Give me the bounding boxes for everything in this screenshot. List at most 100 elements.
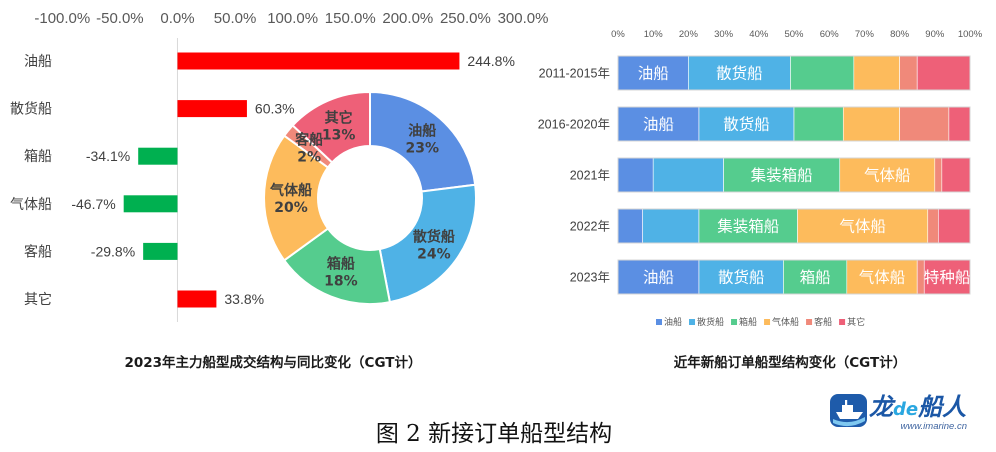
donut-slice	[378, 183, 477, 304]
x-tick-label: 30%	[714, 29, 734, 40]
ship-logo-icon	[830, 394, 867, 427]
legend-swatch	[656, 319, 662, 325]
segment-label: 特种船	[924, 269, 971, 287]
x-tick-label: 250.0%	[440, 10, 491, 27]
bar-segment	[941, 157, 971, 193]
legend-item: 其它	[839, 316, 865, 328]
logo-url: www.imarine.cn	[900, 421, 967, 432]
data-label: -34.1%	[86, 148, 130, 164]
segment-label: 集装箱船	[751, 167, 813, 185]
bar	[177, 52, 460, 70]
logo-part-1: 龙	[869, 393, 896, 421]
x-tick-label: -100.0%	[34, 10, 90, 27]
legend-label: 客船	[814, 316, 832, 328]
category-label: 箱船	[24, 149, 52, 165]
bar-segment	[723, 157, 841, 193]
donut-slice	[263, 134, 330, 262]
bar-segment	[617, 106, 700, 142]
data-label: -29.8%	[91, 243, 135, 259]
bar-segment	[698, 259, 784, 295]
x-tick-label: 150.0%	[325, 10, 376, 27]
bar-segment	[797, 208, 929, 244]
bar-segment	[698, 208, 798, 244]
legend-item: 油船	[656, 316, 682, 328]
bar-segment	[617, 157, 654, 193]
segment-label: 油船	[643, 269, 674, 287]
slice-name-label: 箱船	[327, 255, 355, 272]
x-tick-label: 20%	[679, 29, 699, 40]
bar	[138, 147, 178, 165]
slice-value-label: 18%	[324, 273, 358, 289]
bar-segment	[899, 55, 918, 91]
bar-segment	[842, 106, 900, 142]
category-label: 其它	[24, 291, 52, 308]
category-label: 气体船	[10, 197, 52, 213]
segment-label: 散货船	[723, 116, 770, 134]
category-label: 2016-2020年	[538, 118, 610, 132]
data-label: 33.8%	[224, 291, 264, 307]
x-tick-label: 300.0%	[498, 10, 549, 27]
bar-segment	[688, 55, 791, 91]
legend-label: 油船	[664, 316, 682, 328]
bar-segment	[899, 106, 950, 142]
bar-segment	[916, 55, 971, 91]
segment-label: 集装箱船	[717, 218, 779, 236]
donut-slice	[369, 90, 477, 193]
category-label: 散货船	[10, 101, 52, 118]
legend-item: 客船	[806, 316, 832, 328]
slice-name-label: 客船	[294, 132, 323, 149]
category-label: 2011-2015年	[539, 67, 610, 81]
legend-item: 气体船	[764, 316, 799, 328]
bar	[143, 242, 178, 260]
slice-value-label: 20%	[274, 200, 308, 216]
bar-segment	[642, 208, 700, 244]
bar-segment	[948, 106, 971, 142]
bar-segment	[698, 106, 795, 142]
bar-segment	[938, 208, 971, 244]
bar-segment	[652, 157, 724, 193]
x-tick-label: 50%	[784, 29, 804, 40]
segment-label: 气体船	[839, 218, 886, 236]
slice-value-label: 23%	[405, 141, 439, 157]
legend-item: 散货船	[689, 316, 724, 328]
segment-label: 散货船	[716, 65, 763, 83]
category-label: 客船	[24, 243, 52, 260]
bar	[177, 290, 217, 308]
bar-segment	[846, 259, 918, 295]
x-tick-label: -50.0%	[96, 10, 144, 27]
segment-label: 油船	[643, 116, 674, 134]
x-tick-label: 10%	[644, 29, 664, 40]
bar	[123, 195, 178, 213]
category-label: 2023年	[570, 271, 610, 285]
segment-label: 气体船	[859, 269, 906, 287]
data-label: 244.8%	[467, 53, 514, 69]
bar-segment	[783, 259, 848, 295]
data-label: -46.7%	[71, 196, 115, 212]
segment-label: 散货船	[718, 269, 765, 287]
x-tick-label: 60%	[820, 29, 840, 40]
bar-segment	[934, 157, 943, 193]
bar-segment	[617, 208, 643, 244]
left-chart-title: 2023年主力船型成交结构与同比变化（CGT计）	[124, 354, 421, 371]
order-structure-stacked-bar-chart: 0% 10% 20% 30% 40% 50% 60% 70% 80% 90% 100%油船 散货船20…	[538, 29, 983, 328]
figure-caption: 图 2 新接订单船型结构	[376, 421, 612, 447]
segment-label: 箱船	[800, 269, 831, 287]
logo-part-3: 船人	[917, 393, 966, 421]
legend-swatch	[764, 319, 771, 325]
slice-name-label: 散货船	[413, 228, 455, 245]
legend-label: 其它	[847, 316, 865, 328]
slice-value-label: 13%	[322, 127, 356, 143]
legend-swatch	[806, 319, 813, 325]
x-tick-label: 50.0%	[214, 10, 257, 27]
bar-segment	[793, 106, 844, 142]
right-chart-title: 近年新船订单船型结构变化（CGT计）	[674, 354, 906, 371]
slice-name-label: 气体船	[269, 182, 312, 199]
x-tick-label: 100.0%	[267, 10, 318, 27]
legend-item: 箱船	[731, 316, 757, 328]
x-tick-label: 90%	[925, 29, 945, 40]
x-tick-label: 40%	[749, 29, 769, 40]
segment-label: 气体船	[864, 167, 911, 185]
bar-segment	[790, 55, 855, 91]
